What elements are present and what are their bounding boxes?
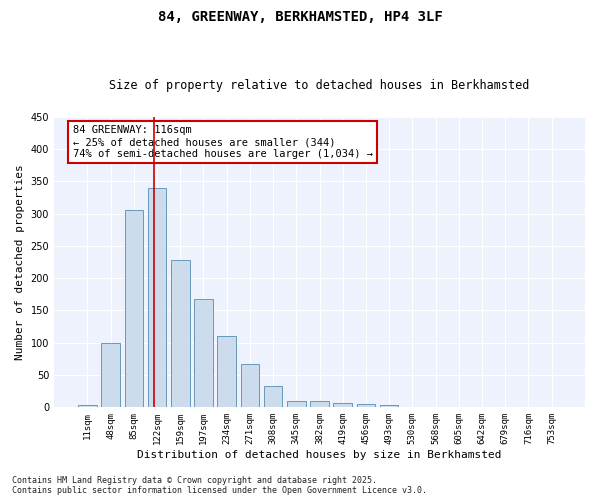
Bar: [356, 404, 375, 407]
Bar: [403, 406, 422, 408]
X-axis label: Distribution of detached houses by size in Berkhamsted: Distribution of detached houses by size …: [137, 450, 502, 460]
Text: Contains HM Land Registry data © Crown copyright and database right 2025.
Contai: Contains HM Land Registry data © Crown c…: [12, 476, 427, 495]
Bar: [264, 386, 283, 407]
Bar: [125, 210, 143, 408]
Bar: [542, 406, 561, 408]
Bar: [287, 401, 305, 407]
Bar: [241, 364, 259, 408]
Bar: [310, 401, 329, 407]
Title: Size of property relative to detached houses in Berkhamsted: Size of property relative to detached ho…: [109, 79, 530, 92]
Bar: [194, 299, 213, 408]
Bar: [148, 188, 166, 408]
Bar: [217, 336, 236, 407]
Text: 84 GREENWAY: 116sqm
← 25% of detached houses are smaller (344)
74% of semi-detac: 84 GREENWAY: 116sqm ← 25% of detached ho…: [73, 126, 373, 158]
Y-axis label: Number of detached properties: Number of detached properties: [15, 164, 25, 360]
Bar: [334, 404, 352, 407]
Text: 84, GREENWAY, BERKHAMSTED, HP4 3LF: 84, GREENWAY, BERKHAMSTED, HP4 3LF: [158, 10, 442, 24]
Bar: [101, 343, 120, 407]
Bar: [171, 260, 190, 408]
Bar: [78, 406, 97, 407]
Bar: [380, 405, 398, 407]
